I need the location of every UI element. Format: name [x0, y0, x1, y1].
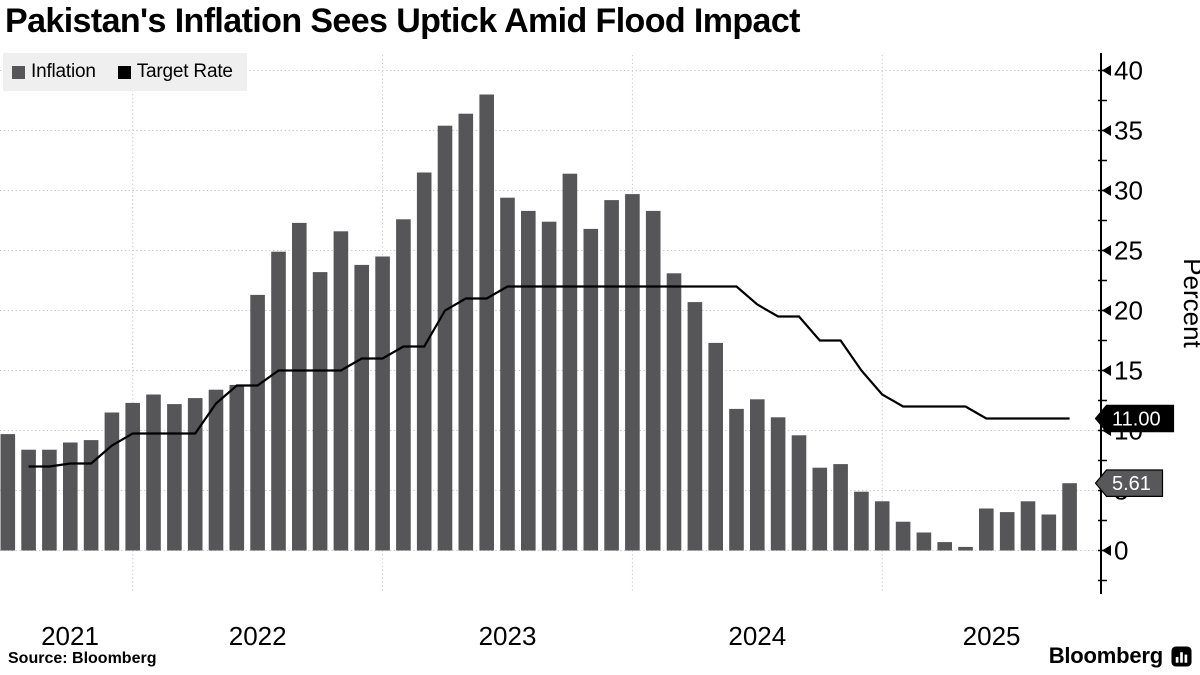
- inflation-bar: [833, 464, 848, 551]
- inflation-bar: [416, 172, 432, 551]
- legend-item-target-rate: Target Rate: [117, 61, 233, 83]
- inflation-bar: [958, 546, 973, 551]
- inflation-bar: [312, 272, 328, 551]
- inflation-bar: [979, 508, 994, 551]
- y-tick-label: 40: [1114, 56, 1143, 86]
- inflation-bar: [396, 219, 411, 551]
- page-title: Pakistan's Inflation Sees Uptick Amid Fl…: [5, 2, 800, 40]
- y-tick-label: 35: [1114, 116, 1143, 146]
- year-label: 2025: [963, 621, 1021, 651]
- inflation-bar: [229, 384, 245, 551]
- legend-label-inflation: Inflation: [31, 61, 96, 82]
- inflation-bar: [562, 173, 578, 551]
- inflation-bar: [687, 302, 703, 551]
- y-tick-label: 30: [1114, 176, 1143, 206]
- inflation-bar: [812, 467, 828, 551]
- inflation-bar: [458, 113, 474, 551]
- inflation-bar: [604, 200, 619, 551]
- inflation-bar: [479, 94, 494, 551]
- bloomberg-logo: Bloomberg: [1049, 643, 1192, 669]
- inflation-bar: [354, 264, 369, 551]
- y-axis-title: Percent: [1178, 258, 1200, 348]
- legend-label-target-rate: Target Rate: [136, 61, 233, 82]
- inflation-bar: [645, 210, 661, 551]
- inflation-bar: [770, 417, 786, 551]
- year-label: 2024: [728, 621, 786, 651]
- inflation-bar: [937, 542, 952, 551]
- inflation-bar: [375, 256, 390, 551]
- inflation-bar: [874, 501, 890, 551]
- inflation-bar: [583, 228, 599, 551]
- y-axis: 0510152025303540: [1098, 53, 1143, 594]
- callout-inflation: 5.61: [1094, 469, 1164, 497]
- inflation-bar: [104, 412, 120, 551]
- source-credit: Source: Bloomberg: [8, 650, 157, 667]
- y-tick-label: 15: [1114, 356, 1143, 386]
- callout-value: 11.00: [1112, 409, 1161, 431]
- year-label: 2021: [41, 621, 99, 651]
- inflation-bar: [1041, 514, 1057, 551]
- y-tick-label: 20: [1114, 296, 1143, 326]
- inflation-bar: [437, 125, 453, 551]
- inflation-bar: [521, 210, 536, 551]
- target-rate-swatch-icon: [117, 65, 131, 79]
- inflation-bar: [625, 194, 640, 551]
- inflation-bar: [0, 434, 16, 551]
- inflation-bar: [271, 251, 286, 551]
- inflation-bar: [146, 394, 161, 551]
- bloomberg-bug-icon: [1171, 645, 1192, 667]
- callout-value: 5.61: [1112, 473, 1151, 495]
- year-label: 2023: [479, 621, 537, 651]
- inflation-bar: [854, 491, 869, 551]
- chart-legend: Inflation Target Rate: [3, 53, 247, 91]
- year-label: 2022: [229, 621, 287, 651]
- inflation-bar: [42, 449, 57, 551]
- inflation-bar: [666, 273, 682, 551]
- inflation-bar: [1062, 483, 1077, 551]
- x-year-labels: 2021 2022 2023 2024 2025: [41, 621, 1020, 651]
- y-tick-label: 25: [1114, 236, 1143, 266]
- inflation-bar: [250, 294, 265, 551]
- callout-target-rate: 11.00: [1094, 404, 1175, 433]
- inflation-bar: [187, 398, 203, 551]
- inflation-swatch-icon: [12, 65, 25, 79]
- inflation-bar: [895, 521, 911, 551]
- inflation-bar: [708, 342, 723, 551]
- inflation-bar: [21, 449, 36, 551]
- bloomberg-wordmark: Bloomberg: [1048, 643, 1164, 668]
- inflation-bar: [63, 442, 78, 551]
- target-rate-line: [28, 285, 1070, 468]
- inflation-bar: [208, 389, 224, 551]
- inflation-bar: [541, 221, 557, 551]
- inflation-bar: [83, 440, 99, 551]
- inflation-bar: [500, 197, 515, 551]
- inflation-bar: [167, 404, 182, 551]
- inflation-bar: [999, 512, 1015, 551]
- inflation-bar: [1020, 501, 1036, 551]
- inflation-bar: [125, 402, 140, 551]
- inflation-bar: [729, 408, 744, 551]
- inflation-bar: [333, 231, 349, 551]
- inflation-bar: [750, 399, 765, 551]
- inflation-bar: [292, 222, 307, 551]
- y-tick-label: 0: [1114, 536, 1128, 566]
- inflation-bar: [916, 532, 932, 551]
- inflation-bars: [0, 94, 1077, 551]
- inflation-bar: [791, 435, 807, 551]
- legend-item-inflation: Inflation: [12, 61, 96, 83]
